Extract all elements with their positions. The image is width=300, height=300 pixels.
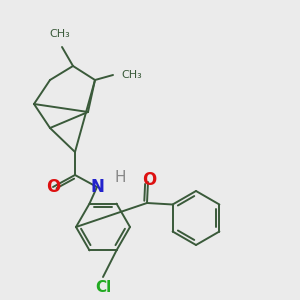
Text: CH₃: CH₃	[121, 70, 142, 80]
Text: H: H	[115, 169, 127, 184]
Text: N: N	[90, 178, 104, 196]
Text: O: O	[142, 171, 156, 189]
Text: O: O	[46, 178, 60, 196]
Text: CH₃: CH₃	[50, 29, 70, 39]
Text: Cl: Cl	[95, 280, 111, 295]
